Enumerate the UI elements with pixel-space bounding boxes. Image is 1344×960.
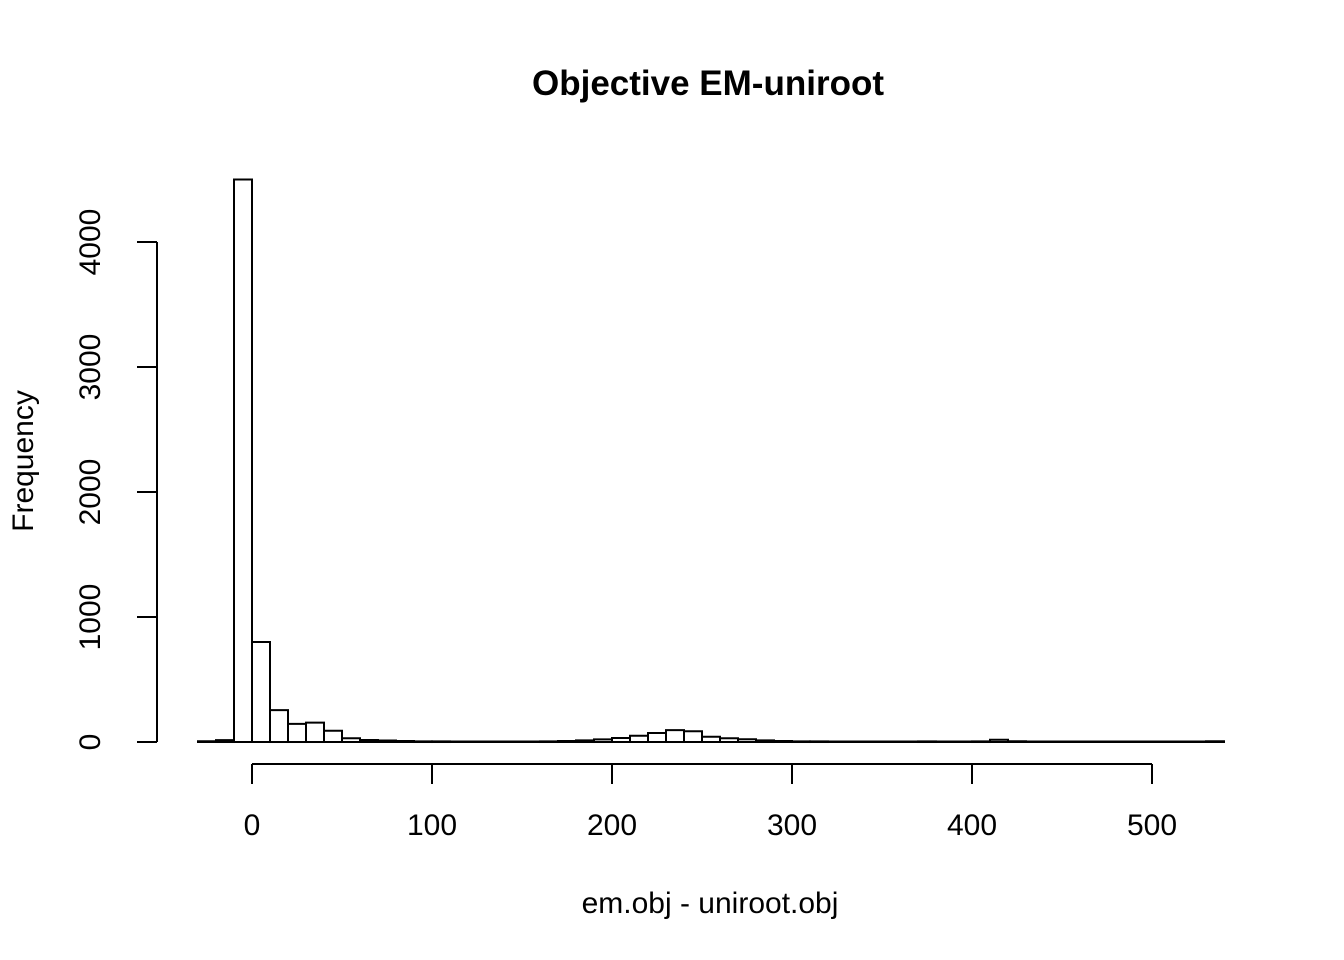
histogram-bar <box>341 737 361 743</box>
x-tick-label: 400 <box>947 809 997 842</box>
histogram-bar <box>881 740 901 743</box>
histogram-bar <box>1079 740 1099 743</box>
histogram-bar <box>1133 740 1153 743</box>
histogram-bar <box>467 740 487 743</box>
histogram-bar <box>449 740 469 743</box>
histogram-bar <box>215 739 235 744</box>
histogram-bar <box>899 740 919 743</box>
histogram-bar <box>413 740 433 744</box>
bars-layer <box>197 178 1225 744</box>
histogram-bar <box>377 739 397 743</box>
y-tick-label: 0 <box>74 734 107 751</box>
chart-title: Objective EM-uniroot <box>532 64 884 103</box>
histogram-bar <box>773 740 793 743</box>
histogram-bar <box>1043 740 1063 743</box>
histogram-bar <box>683 730 703 743</box>
histogram-bar <box>629 734 649 743</box>
histogram-bar <box>1115 740 1135 743</box>
histogram-bar <box>827 740 847 743</box>
histogram-bar <box>755 739 775 744</box>
histogram-bar <box>287 722 307 744</box>
y-axis-label: Frequency <box>7 390 40 532</box>
x-tick-label: 500 <box>1127 809 1177 842</box>
histogram-bar <box>863 740 883 743</box>
histogram-bar <box>539 740 559 744</box>
axes-layer: 0 1000 2000 3000 4000 0 100 200 300 400 500 <box>74 209 1177 842</box>
y-tick-label: 1000 <box>74 584 107 651</box>
x-tick-label: 200 <box>587 809 637 842</box>
histogram-bar <box>611 737 631 743</box>
histogram-bar <box>737 738 757 743</box>
x-axis-label: em.obj - uniroot.obj <box>582 887 839 920</box>
histogram-bar <box>395 740 415 743</box>
histogram-bar <box>1151 740 1171 743</box>
y-tick-label: 3000 <box>74 334 107 401</box>
histogram-bar <box>251 641 271 743</box>
histogram-bar <box>593 738 613 744</box>
histogram-bar <box>809 740 829 744</box>
x-tick-label: 100 <box>407 809 457 842</box>
histogram-bar <box>503 740 523 743</box>
histogram-bar <box>323 729 343 743</box>
histogram-bar <box>485 740 505 743</box>
histogram-bar <box>1007 740 1027 743</box>
histogram-bar <box>971 740 991 744</box>
y-tick-label: 2000 <box>74 459 107 526</box>
histogram-bar <box>197 740 217 743</box>
histogram-bar <box>1061 740 1081 743</box>
histogram-bar <box>719 737 739 743</box>
histogram-bar <box>647 732 667 743</box>
histogram-bar <box>575 739 595 744</box>
histogram-bar <box>269 709 289 744</box>
histogram-bar <box>431 740 451 744</box>
histogram-bar <box>359 739 379 743</box>
y-tick-label: 4000 <box>74 209 107 276</box>
histogram-bar <box>845 740 865 743</box>
histogram-bar <box>701 735 721 743</box>
histogram-bar <box>521 740 541 743</box>
histogram-bar <box>1097 740 1117 743</box>
histogram-bar <box>1205 740 1225 743</box>
x-tick-label: 300 <box>767 809 817 842</box>
histogram-bar <box>305 721 325 744</box>
histogram-bar <box>557 740 577 743</box>
histogram-bar <box>935 740 955 743</box>
histogram-bar <box>1169 740 1189 743</box>
histogram-bar <box>791 740 811 744</box>
histogram-bar <box>989 738 1009 743</box>
histogram-bar <box>953 740 973 743</box>
x-tick-label: 0 <box>244 809 261 842</box>
histogram-bar <box>233 178 253 743</box>
histogram-bar <box>917 740 937 744</box>
histogram-bar <box>1187 740 1207 743</box>
histogram-bar <box>1025 740 1045 743</box>
histogram-bar <box>665 729 685 744</box>
